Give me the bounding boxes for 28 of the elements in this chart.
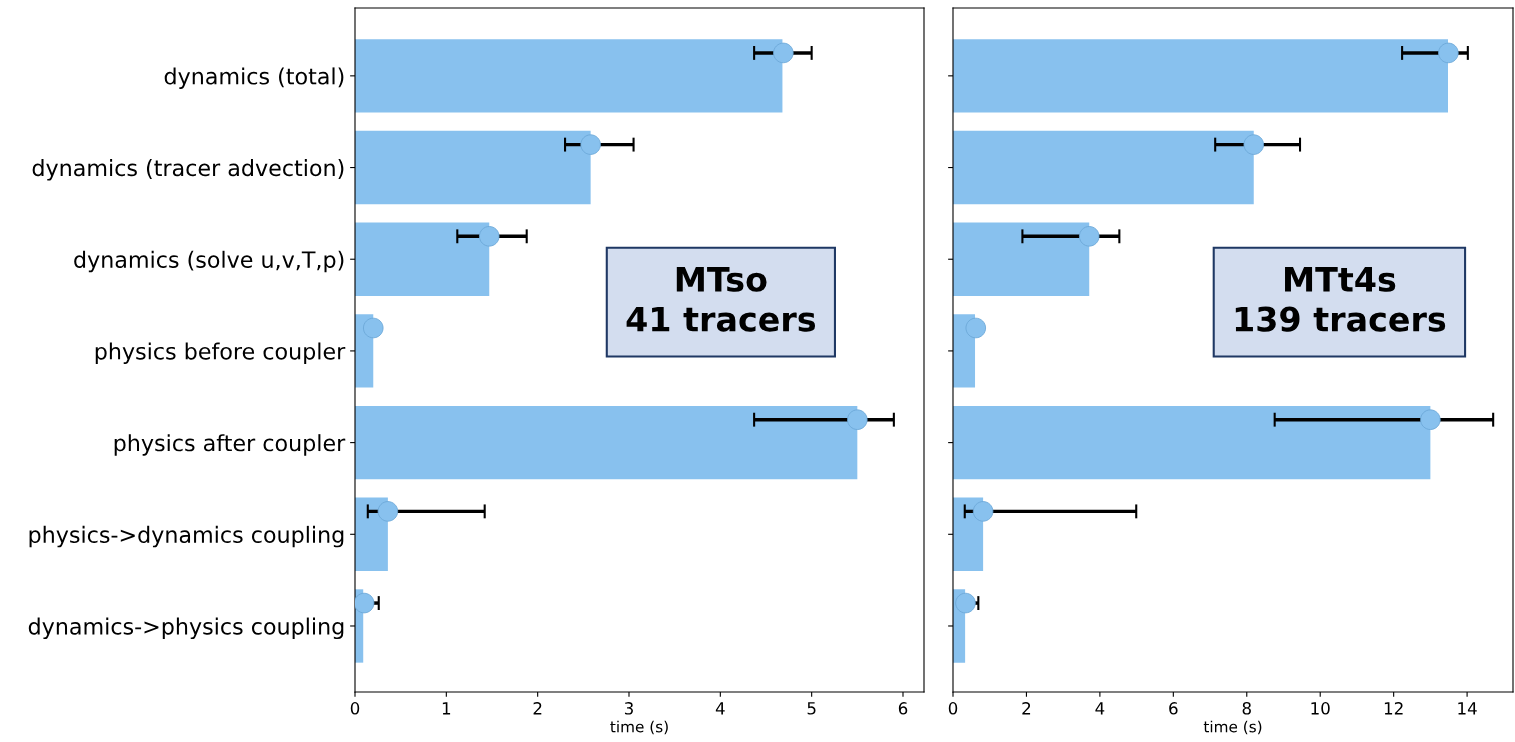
annotation: MTt4s 139 tracers xyxy=(1235,267,1446,332)
x-tick-label: 4 xyxy=(715,702,725,715)
annotation: MTso 41 tracers xyxy=(626,267,816,332)
x-axis-title: time (s) xyxy=(1203,720,1262,735)
x-tick-label: 2 xyxy=(1022,702,1031,715)
y-tick-label: dynamics->physics coupling xyxy=(28,617,344,640)
y-tick-label: physics->dynamics coupling xyxy=(29,525,344,548)
x-tick-label: 6 xyxy=(1169,702,1178,715)
point xyxy=(965,317,987,339)
x-tick-label: 1 xyxy=(442,702,451,715)
x-axis-title: time (s) xyxy=(610,720,668,735)
point xyxy=(355,592,375,614)
y-tick-label: dynamics (solve u,v,T,p) xyxy=(74,250,344,273)
x-tick-label: 10 xyxy=(1311,702,1330,715)
x-tick-label: 12 xyxy=(1384,702,1403,715)
y-tick-label: dynamics (total) xyxy=(164,67,344,89)
x-tick-label: 5 xyxy=(807,702,816,715)
x-tick-label: 8 xyxy=(1242,702,1251,715)
x-tick-label: 3 xyxy=(624,702,633,715)
x-tick-label: 2 xyxy=(533,702,542,715)
x-tick-label: 0 xyxy=(350,702,360,715)
x-tick-label: 6 xyxy=(898,702,908,715)
x-tick-label: 4 xyxy=(1095,702,1105,715)
y-tick-label: physics before coupler xyxy=(95,342,346,364)
y-tick-label: physics after coupler xyxy=(114,434,346,456)
x-tick-label: 0 xyxy=(948,702,958,715)
x-tick-label: 14 xyxy=(1458,702,1477,715)
y-tick-label: dynamics (tracer advection) xyxy=(32,159,344,181)
